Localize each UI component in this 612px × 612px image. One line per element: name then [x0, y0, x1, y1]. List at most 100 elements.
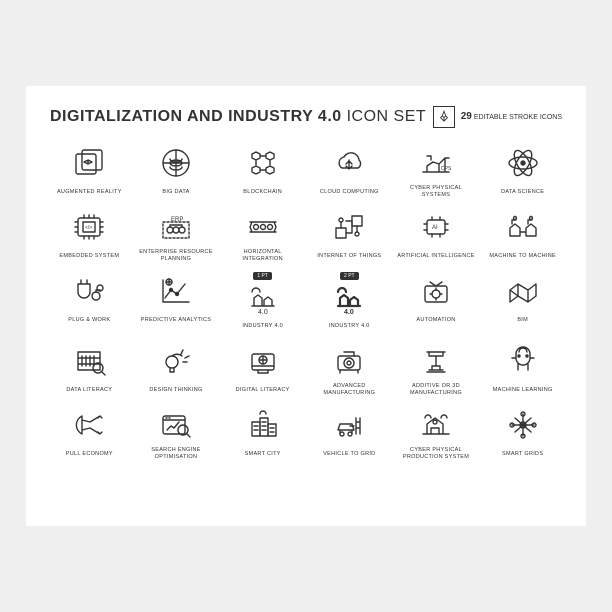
- icon-label: CYBER PHYSICAL SYSTEMS: [397, 186, 476, 198]
- badge-count: 29: [461, 111, 472, 122]
- icon-label: ENTERPRISE RESOURCE PLANNING: [137, 250, 216, 262]
- automation-icon: [415, 272, 457, 310]
- pull-economy-icon: [68, 406, 110, 444]
- icon-label: VEHICLE TO GRID: [323, 448, 375, 460]
- icon-label: MACHINE TO MACHINE: [489, 250, 556, 262]
- cloud-computing-icon: [328, 144, 370, 182]
- industry-40-2pt-icon: 4.0: [328, 286, 370, 316]
- pen-tool-icon: [433, 106, 455, 128]
- smart-city-icon: [242, 406, 284, 444]
- icon-cell-plug-and-work: PLUG & WORK: [50, 272, 129, 332]
- icon-label: HORIZONTAL INTEGRATION: [223, 250, 302, 262]
- icon-label: BLOCKCHAIN: [243, 186, 282, 198]
- smart-grids-icon: [502, 406, 544, 444]
- icon-label: EMBEDDED SYSTEM: [59, 250, 119, 262]
- icon-label: ADDITIVE OR 3D MANUFACTURING: [397, 384, 476, 396]
- header: DIGITALIZATION AND INDUSTRY 4.0 ICON SET…: [50, 106, 562, 128]
- icon-label: ADVANCED MANUFACTURING: [310, 384, 389, 396]
- icon-cell-machine-learning: MACHINE LEARNING: [483, 342, 562, 396]
- icon-cell-horizontal-integration: HORIZONTAL INTEGRATION: [223, 208, 302, 262]
- predictive-analytics-icon: [155, 272, 197, 310]
- augmented-reality-icon: [68, 144, 110, 182]
- horizontal-integration-icon: [242, 208, 284, 246]
- vehicle-to-grid-icon: [328, 406, 370, 444]
- artificial-intelligence-icon: AI: [415, 208, 457, 246]
- icon-cell-enterprise-resource-planning: ERP ENTERPRISE RESOURCE PLANNING: [137, 208, 216, 262]
- icon-label: PREDICTIVE ANALYTICS: [141, 314, 211, 326]
- icon-label: DIGITAL LITERACY: [236, 384, 290, 396]
- data-science-icon: [502, 144, 544, 182]
- icon-label: SMART GRIDS: [502, 448, 543, 460]
- svg-text:</>: </>: [85, 225, 92, 231]
- cyber-physical-systems-icon: CPS: [415, 144, 457, 182]
- icon-cell-industry-40-2pt: 2 PT 4.0 INDUSTRY 4.0: [310, 272, 389, 332]
- icon-label: CYBER PHYSICAL PRODUCTION SYSTEM: [397, 448, 476, 460]
- svg-text:4.0: 4.0: [258, 309, 268, 316]
- icon-cell-automation: AUTOMATION: [397, 272, 476, 332]
- icon-cell-vehicle-to-grid: VEHICLE TO GRID: [310, 406, 389, 460]
- internet-of-things-icon: [328, 208, 370, 246]
- icon-cell-cyber-physical-systems: CPS CYBER PHYSICAL SYSTEMS: [397, 144, 476, 198]
- digital-literacy-icon: [242, 342, 284, 380]
- badge: 29 EDITABLE STROKE ICONS: [433, 106, 562, 128]
- icon-label: ARTIFICIAL INTELLIGENCE: [397, 250, 475, 262]
- icon-label: MACHINE LEARNING: [493, 384, 553, 396]
- icon-label: INTERNET OF THINGS: [317, 250, 381, 262]
- icon-cell-embedded-system: </> EMBEDDED SYSTEM: [50, 208, 129, 262]
- icon-cell-search-engine-optimisation: SEARCH ENGINE OPTIMISATION: [137, 406, 216, 460]
- icon-cell-industry-40-1pt: 1 PT 4.0 INDUSTRY 4.0: [223, 272, 302, 332]
- additive-manufacturing-icon: [415, 342, 457, 380]
- stroke-pill: 2 PT: [340, 272, 359, 280]
- icon-label: PLUG & WORK: [68, 314, 110, 326]
- icon-cell-cyber-physical-production: CYBER PHYSICAL PRODUCTION SYSTEM: [397, 406, 476, 460]
- icon-cell-smart-city: SMART CITY: [223, 406, 302, 460]
- icon-label: DESIGN THINKING: [149, 384, 202, 396]
- icon-label: INDUSTRY 4.0: [329, 320, 370, 332]
- icon-cell-big-data: BIG DATA: [137, 144, 216, 198]
- enterprise-resource-planning-icon: ERP: [155, 208, 197, 246]
- data-literacy-icon: [68, 342, 110, 380]
- design-thinking-icon: [155, 342, 197, 380]
- icon-cell-data-literacy: DATA LITERACY: [50, 342, 129, 396]
- icon-label: INDUSTRY 4.0: [242, 320, 283, 332]
- badge-text: 29 EDITABLE STROKE ICONS: [461, 111, 562, 123]
- stroke-pill: 1 PT: [253, 272, 272, 280]
- advanced-manufacturing-icon: [328, 342, 370, 380]
- title-bold: DIGITALIZATION AND INDUSTRY 4.0: [50, 108, 342, 125]
- blockchain-icon: [242, 144, 284, 182]
- icon-cell-pull-economy: PULL ECONOMY: [50, 406, 129, 460]
- icon-cell-data-science: DATA SCIENCE: [483, 144, 562, 198]
- icon-cell-smart-grids: SMART GRIDS: [483, 406, 562, 460]
- icon-cell-blockchain: BLOCKCHAIN: [223, 144, 302, 198]
- plug-and-work-icon: [68, 272, 110, 310]
- icon-cell-digital-literacy: DIGITAL LITERACY: [223, 342, 302, 396]
- machine-to-machine-icon: [502, 208, 544, 246]
- icon-label: DATA SCIENCE: [501, 186, 544, 198]
- icon-label: AUGMENTED REALITY: [57, 186, 122, 198]
- icon-label: BIM: [517, 314, 528, 326]
- icon-grid: AUGMENTED REALITY BIG DATA BLOCKCHAIN CL…: [50, 144, 562, 460]
- icon-cell-internet-of-things: INTERNET OF THINGS: [310, 208, 389, 262]
- svg-text:4.0: 4.0: [344, 309, 354, 316]
- machine-learning-icon: [502, 342, 544, 380]
- icon-label: SMART CITY: [245, 448, 281, 460]
- title-thin: ICON SET: [342, 108, 427, 125]
- icon-label: BIG DATA: [162, 186, 189, 198]
- icon-cell-predictive-analytics: PREDICTIVE ANALYTICS: [137, 272, 216, 332]
- icon-cell-augmented-reality: AUGMENTED REALITY: [50, 144, 129, 198]
- embedded-system-icon: </>: [68, 208, 110, 246]
- industry-40-1pt-icon: 4.0: [242, 286, 284, 316]
- badge-label: EDITABLE STROKE ICONS: [474, 114, 562, 121]
- search-engine-optimisation-icon: [155, 406, 197, 444]
- page-title: DIGITALIZATION AND INDUSTRY 4.0 ICON SET: [50, 108, 426, 126]
- icon-label: SEARCH ENGINE OPTIMISATION: [137, 448, 216, 460]
- svg-text:CPS: CPS: [441, 166, 452, 172]
- icon-cell-artificial-intelligence: AI ARTIFICIAL INTELLIGENCE: [397, 208, 476, 262]
- svg-text:AI: AI: [432, 225, 438, 231]
- cyber-physical-production-icon: [415, 406, 457, 444]
- icon-cell-bim: BIM: [483, 272, 562, 332]
- icon-cell-additive-manufacturing: ADDITIVE OR 3D MANUFACTURING: [397, 342, 476, 396]
- svg-text:ERP: ERP: [171, 217, 183, 223]
- big-data-icon: [155, 144, 197, 182]
- icon-label: DATA LITERACY: [66, 384, 112, 396]
